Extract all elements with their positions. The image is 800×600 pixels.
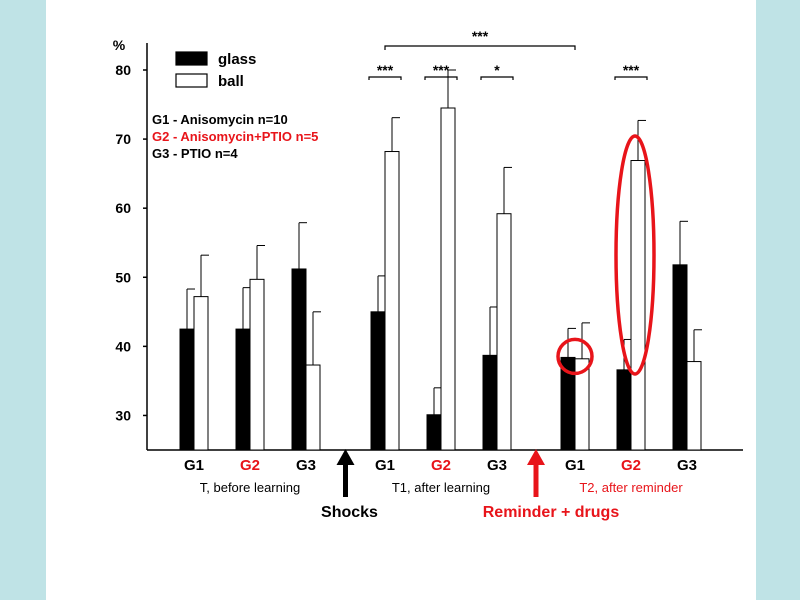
- y-tick-label: 40: [115, 338, 131, 354]
- event-arrow-shaft: [533, 463, 539, 497]
- significance-label: *: [494, 62, 500, 78]
- significance-bracket: [424, 76, 458, 80]
- annotations: *** *** * ******Shocks Reminder + drugs: [321, 28, 656, 521]
- category-label: G1: [375, 457, 395, 474]
- y-tick-label: 70: [115, 131, 131, 147]
- bar-glass: [426, 414, 442, 451]
- y-tick-label: 30: [115, 407, 131, 423]
- bar-ball: [305, 364, 321, 451]
- session-label: T1, after learning: [392, 480, 490, 495]
- axes: % 30 40 50 60 70 80 G1 G2 G3 T, before learning G1 G…: [113, 37, 743, 495]
- bar-chart: % 30 40 50 60 70 80 G1 G2 G3 T, before learning G1 G…: [113, 28, 743, 521]
- highlight-ellipse: [614, 134, 656, 376]
- group-info-line: G2 - Anisomycin+PTIO n=5: [152, 129, 318, 144]
- legend-label: glass: [218, 51, 256, 68]
- significance-label: ***: [623, 62, 640, 78]
- y-tick-label: 50: [115, 269, 131, 285]
- significance-bracket: [384, 45, 576, 50]
- significance-bracket: [368, 76, 402, 80]
- highlight-circle: [556, 337, 594, 376]
- significance-label: ***: [472, 28, 489, 44]
- category-label: G3: [296, 457, 316, 474]
- category-label: G3: [487, 457, 507, 474]
- event-arrow-shaft: [343, 463, 348, 497]
- bar-glass: [370, 311, 386, 451]
- category-label: G2: [621, 457, 641, 474]
- significance-label: ***: [377, 62, 394, 78]
- bar-glass: [482, 354, 498, 451]
- y-tick-label: 60: [115, 200, 131, 216]
- bar-ball: [496, 213, 512, 451]
- significance-bracket: [614, 76, 648, 80]
- group-info-line: G3 - PTIO n=4: [152, 146, 238, 161]
- legend-swatch: [175, 51, 208, 66]
- bar-glass: [179, 328, 195, 451]
- bar-ball: [630, 160, 646, 451]
- legend-swatch: [175, 73, 208, 88]
- y-tick-label: 80: [115, 62, 131, 78]
- category-label: G2: [431, 457, 451, 474]
- bar-glass: [672, 264, 688, 451]
- session-label: T, before learning: [200, 480, 300, 495]
- group-info-line: G1 - Anisomycin n=10: [152, 112, 288, 127]
- bar-glass: [616, 369, 632, 451]
- bar-glass: [235, 328, 251, 451]
- bars: [179, 69, 702, 451]
- bar-ball: [440, 107, 456, 451]
- bar-ball: [686, 361, 702, 451]
- y-axis-unit-label: %: [113, 37, 126, 53]
- event-label: Shocks: [321, 504, 378, 521]
- event-arrow-head: [336, 449, 355, 465]
- event-arrow-head: [527, 449, 545, 465]
- bar-glass: [291, 268, 307, 451]
- category-label: G2: [240, 457, 260, 474]
- legend-label: ball: [218, 73, 244, 90]
- session-label: T2, after reminder: [579, 480, 683, 495]
- significance-label: ***: [433, 62, 450, 78]
- category-label: G1: [184, 457, 204, 474]
- legend: glass ball G1 - Anisomycin n=10 G2 - Anisom…: [152, 51, 318, 161]
- bar-ball: [193, 296, 209, 451]
- category-label: G3: [677, 457, 697, 474]
- bar-ball: [384, 151, 400, 451]
- event-label: Reminder + drugs: [483, 504, 620, 521]
- bar-ball: [249, 278, 265, 451]
- slide-panel: % 30 40 50 60 70 80 G1 G2 G3 T, before learning G1 G…: [46, 0, 756, 600]
- category-label: G1: [565, 457, 585, 474]
- significance-bracket: [480, 76, 514, 80]
